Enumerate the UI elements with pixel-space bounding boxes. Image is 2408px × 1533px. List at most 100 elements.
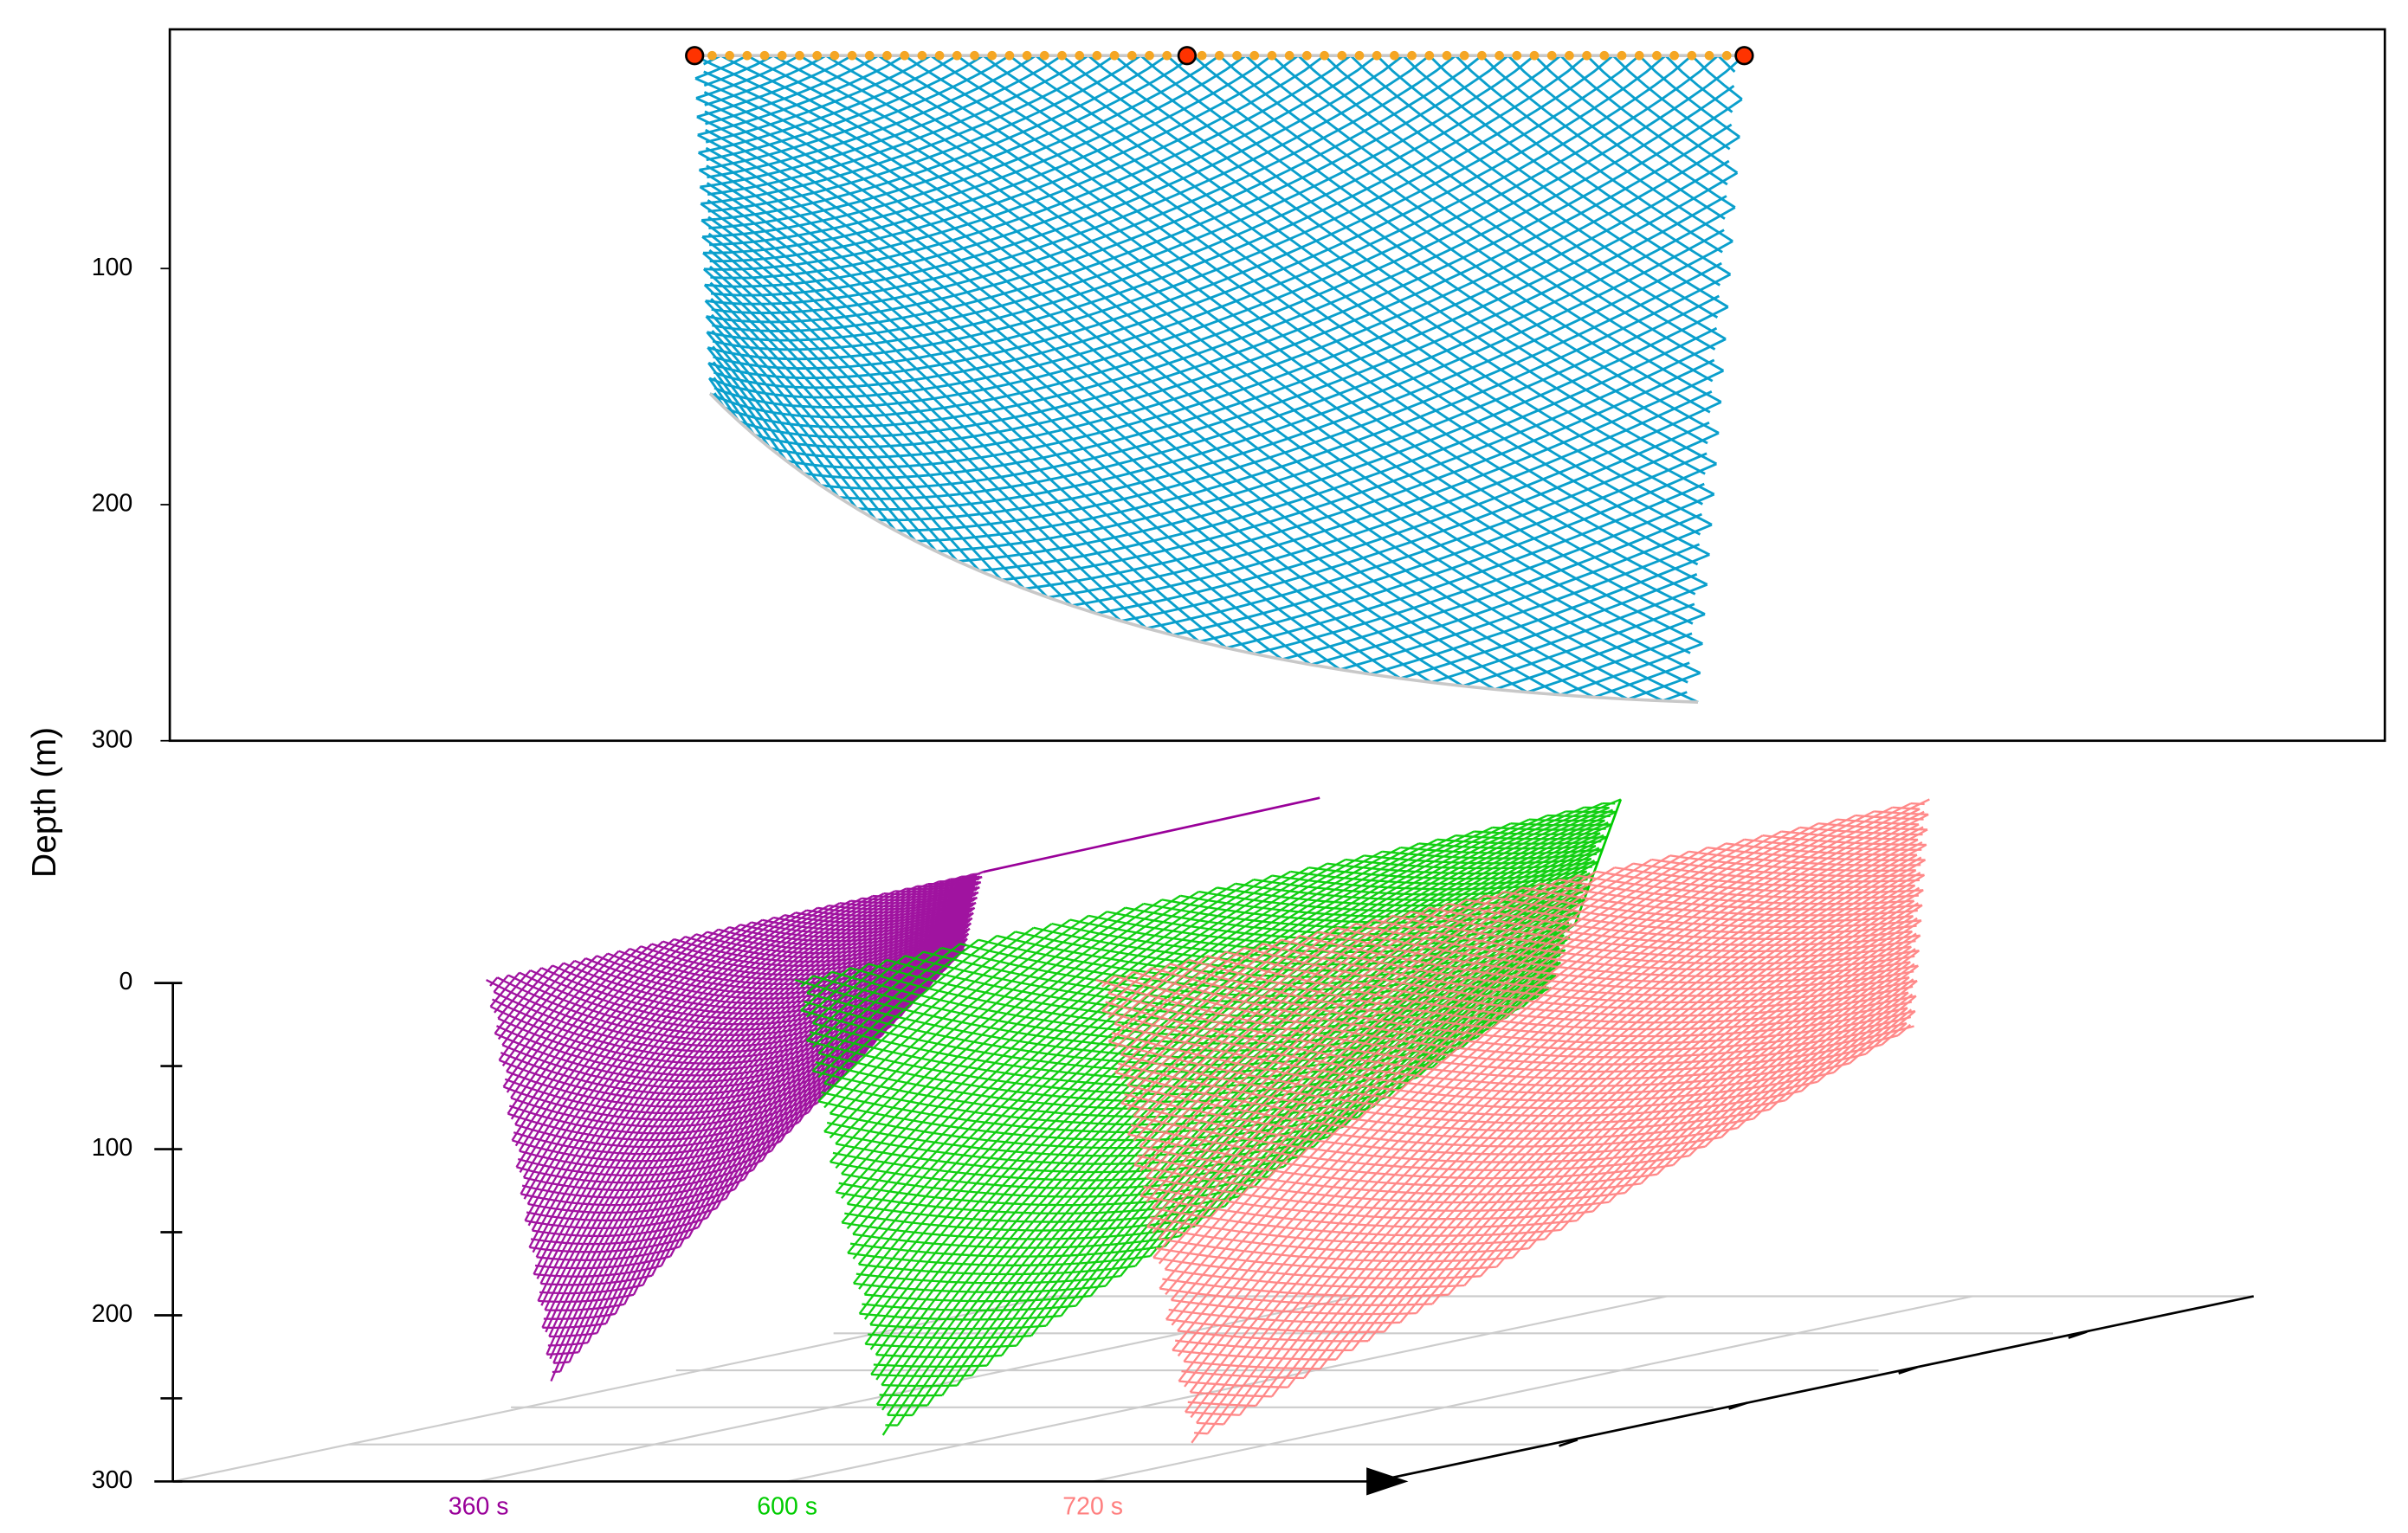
mesh-line (1107, 992, 1899, 1073)
mesh-line (1198, 462, 1717, 643)
mesh-line (1336, 926, 1911, 978)
mesh-line (713, 55, 1614, 370)
buoy (1177, 46, 1198, 66)
mesh-line (1155, 1246, 1497, 1272)
mesh-line (541, 885, 918, 1329)
mesh-line (1415, 872, 1921, 1314)
mesh-line (1225, 950, 1909, 1017)
mesh-line (494, 964, 553, 1034)
mesh-line (841, 891, 1200, 1200)
mesh-line (930, 55, 1699, 566)
time-label: 600 s (757, 1492, 817, 1520)
mesh-line (1736, 976, 1910, 1130)
mesh-line (1177, 1330, 1369, 1343)
mesh-line (1466, 899, 1917, 935)
mesh-line (1720, 964, 1920, 1138)
float (1057, 50, 1067, 61)
mesh-line (823, 926, 1035, 1109)
mesh-line (489, 976, 499, 987)
mesh-line (1206, 808, 1921, 1434)
mesh-line (1133, 914, 1393, 1142)
mesh-line (1145, 899, 1468, 1179)
mesh-line (578, 876, 983, 1353)
mesh-line (534, 1255, 671, 1270)
mesh-line (858, 847, 1401, 1315)
mesh-line (1640, 945, 1913, 1185)
mesh-line (545, 883, 929, 1333)
float (1407, 50, 1417, 61)
mesh-line (1800, 993, 1914, 1092)
float (1565, 50, 1574, 61)
float (847, 50, 857, 61)
mesh-line (1107, 970, 1134, 995)
mesh-line (1146, 1176, 1610, 1212)
mesh-line (869, 830, 1475, 1350)
mesh-line (1023, 358, 1715, 590)
y-tick-label: 300 (92, 1466, 133, 1494)
mesh-line (1335, 843, 1927, 1361)
mesh-line (494, 969, 532, 1014)
y-tick-label: 0 (119, 968, 132, 995)
float (1669, 50, 1679, 61)
mesh-line (873, 1363, 987, 1368)
float (1390, 50, 1399, 61)
mesh-line (832, 1151, 1300, 1182)
mesh-line (1060, 848, 1603, 1317)
mesh-line (1281, 938, 1910, 997)
mesh-line (769, 135, 1740, 459)
float (1459, 50, 1469, 61)
mesh-line (1799, 826, 1923, 836)
mesh-line (841, 899, 1163, 1175)
mesh-line (549, 875, 962, 1360)
mesh-line (1114, 958, 1190, 1025)
mesh-line (857, 862, 1328, 1266)
mesh-line (544, 887, 907, 1311)
float (1075, 50, 1085, 61)
mesh-line (1662, 691, 1688, 702)
mesh-line (957, 306, 1729, 563)
mesh-line (1107, 963, 1172, 1019)
net-mesh-3d (486, 871, 984, 1382)
mesh-line (852, 858, 1346, 1285)
mesh-line (846, 879, 1255, 1229)
mesh-line (1785, 991, 1909, 1101)
mesh-line (1184, 1360, 1320, 1370)
mesh-line (1192, 55, 1711, 414)
mesh-line (699, 55, 1010, 171)
mesh-line (1354, 923, 1915, 971)
mesh-line (700, 55, 1115, 205)
mesh-line (1349, 55, 1719, 319)
float (1704, 50, 1714, 61)
mesh-line (536, 1246, 681, 1261)
mesh-line (875, 818, 1530, 1381)
mesh-line (549, 1331, 597, 1338)
mesh-line (642, 891, 975, 1286)
mesh-line (1255, 823, 1920, 1407)
mesh-line (1717, 55, 1736, 73)
mesh-line (522, 924, 741, 1178)
mesh-line (752, 912, 970, 1171)
mesh-line (1447, 884, 1916, 1296)
float (1284, 50, 1294, 61)
mesh-line (1431, 873, 1926, 1305)
mesh-line (1047, 369, 1724, 599)
float (1721, 50, 1732, 61)
mesh-line (1577, 874, 1919, 899)
mesh-line (586, 879, 977, 1343)
mesh-line (1855, 814, 1924, 821)
mesh-line (701, 55, 1168, 222)
mesh-line (817, 938, 979, 1079)
mesh-line (1152, 879, 1560, 1233)
mesh-line (1528, 818, 1605, 822)
mesh-line (864, 1293, 1091, 1303)
mesh-line (849, 1242, 1165, 1258)
mesh-line (1725, 842, 1917, 856)
mesh-line (550, 871, 984, 1382)
mesh-line (708, 55, 1693, 399)
mesh-line (514, 933, 697, 1147)
float (1301, 50, 1312, 61)
mesh-line (697, 901, 972, 1228)
mesh-line (1391, 914, 1912, 959)
mesh-line (1169, 963, 1908, 1038)
